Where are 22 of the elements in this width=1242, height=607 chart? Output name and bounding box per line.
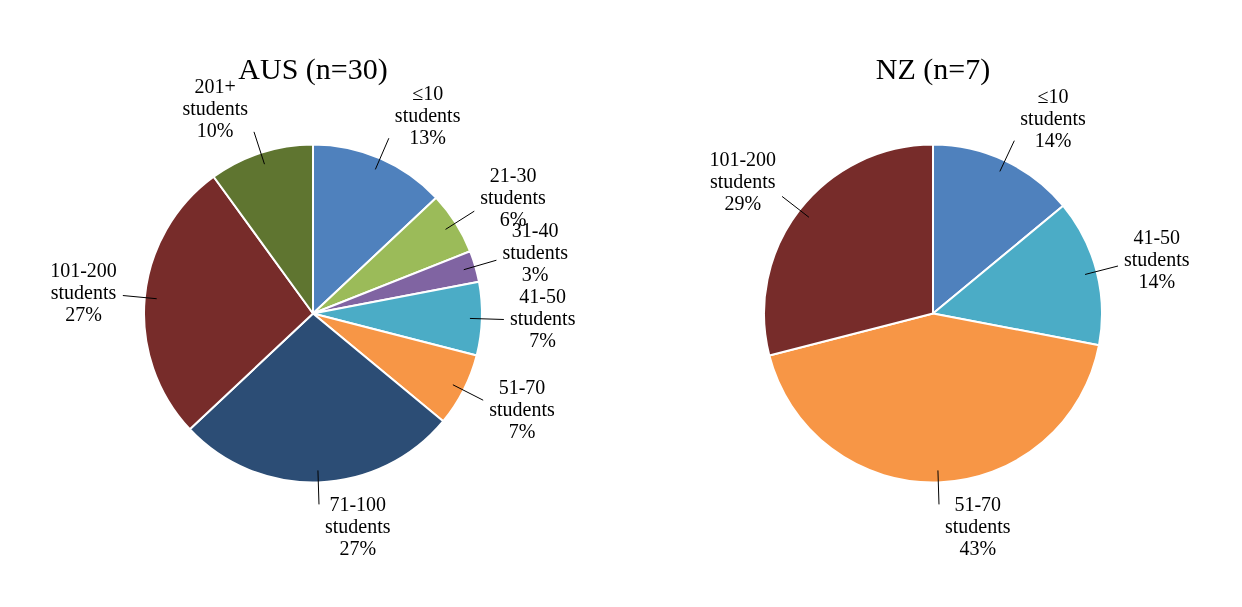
slice-label: ≤10 students: [394, 82, 461, 127]
data-label: 3%: [521, 263, 549, 286]
data-label: 7%: [529, 329, 557, 352]
slice-label: 71-100 students: [325, 492, 391, 537]
slice-label: 41-50 students: [509, 285, 576, 330]
slice-label: 51-70 students: [489, 375, 555, 420]
data-label: 10%: [196, 119, 234, 142]
slice-label: 101-200 students: [709, 147, 777, 192]
slice-label: 41-50 students: [1124, 225, 1190, 270]
data-label: 14%: [1138, 269, 1176, 292]
data-label: 27%: [65, 302, 102, 325]
slice-label: 21-30 students: [480, 164, 547, 209]
slice-label: 101-200 students: [50, 258, 117, 303]
data-label: 29%: [724, 191, 762, 214]
slice-label: ≤10 students: [1020, 85, 1087, 130]
data-label: 27%: [339, 536, 377, 559]
data-label: 13%: [409, 126, 446, 149]
chart-title: NZ (n=7): [875, 51, 991, 86]
data-label: 14%: [1034, 129, 1072, 152]
slice-label: 51-70 students: [945, 492, 1011, 537]
data-label: 7%: [508, 419, 536, 442]
data-label: 43%: [959, 536, 997, 559]
